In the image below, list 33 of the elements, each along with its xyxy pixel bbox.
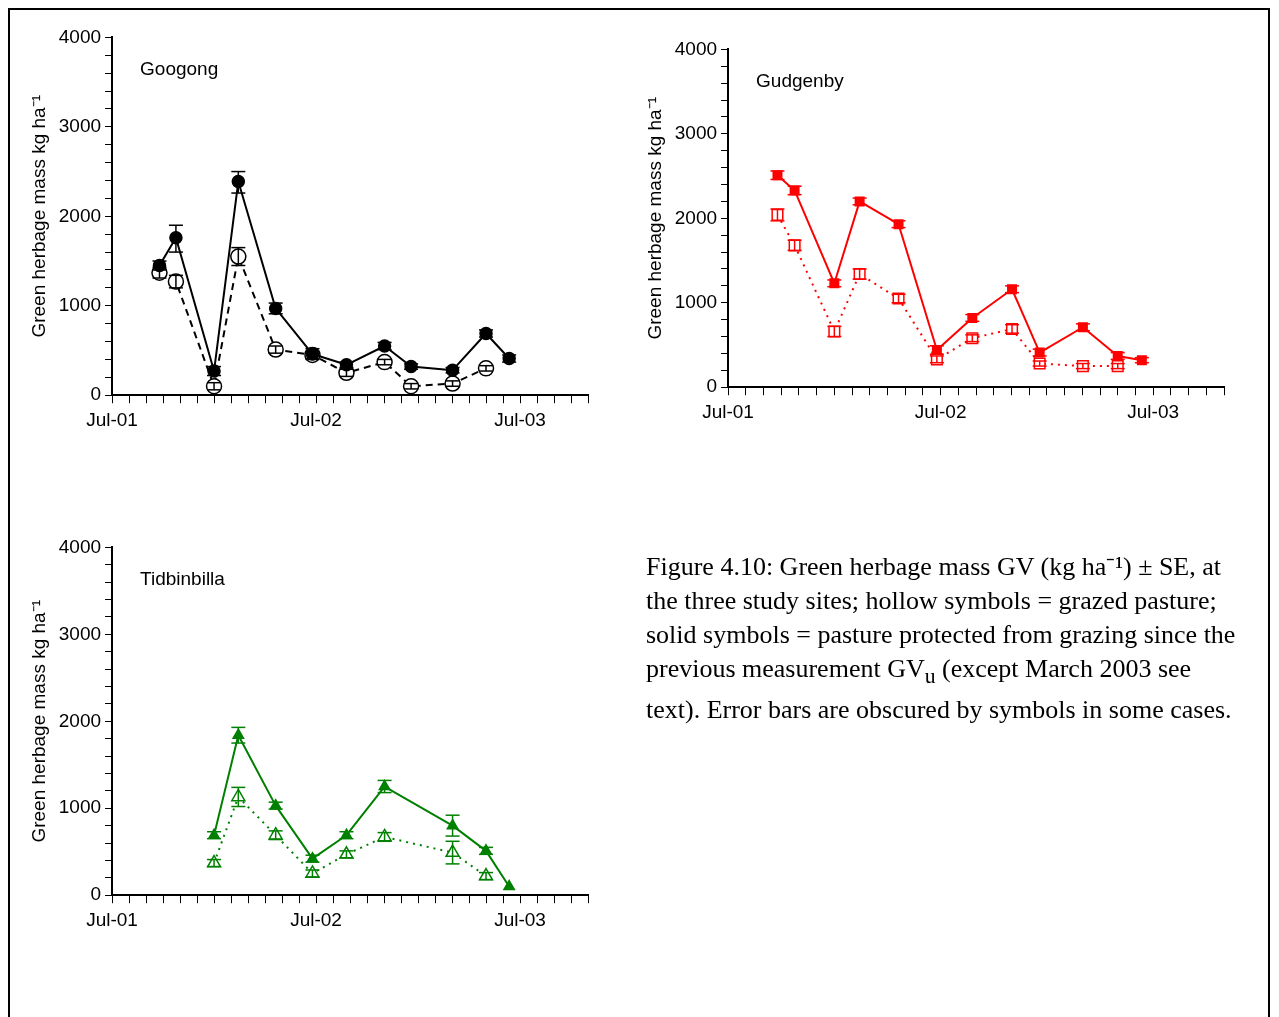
y-tick-label: 4000 [58,535,102,557]
y-axis-title: Green herbage mass kg ha⁻¹ [27,95,49,338]
y-axis-title: Green herbage mass kg ha⁻¹ [27,600,49,843]
x-tick-label: Jul-02 [914,400,967,422]
y-tick-label: 3000 [58,115,102,137]
x-tick-label: Jul-03 [494,908,546,930]
y-tick-label: 0 [90,383,102,405]
caption: Figure 4.10: Green herbage mass GV (kg ha⁻¹) ± SE, at the three study sites; hollow symbols = grazed pasture; solid symbols = pasture protected from grazing since the previous measurement GV$_{u}$ (except March 2003 see text). Error bars are obscured by symbols in some cases. [646,551,1237,727]
x-tick-label: Jul-03 [494,408,546,430]
y-tick-label: 1000 [58,293,102,315]
y-tick-label: 0 [90,883,102,905]
x-tick-label: Jul-03 [1127,400,1180,422]
y-tick-label: 3000 [58,622,102,644]
y-tick-label: 1000 [674,290,718,312]
y-axis-title: Green herbage mass kg ha⁻¹ [643,97,665,340]
text: Gudgenby [756,69,845,91]
point [503,879,516,891]
y-tick-label: 4000 [58,25,102,47]
y-tick-label: 1000 [58,796,102,818]
y-tick-label: 3000 [674,122,718,144]
y-tick-label: 0 [706,375,718,397]
x-tick-label: Jul-02 [290,408,342,430]
x-tick-label: Jul-01 [86,908,138,930]
y-tick-label: 4000 [674,37,718,59]
y-tick-label: 2000 [58,709,102,731]
text: Tidbinbilla [140,567,226,589]
x-tick-label: Jul-01 [702,400,754,422]
point [231,174,246,189]
x-tick-label: Jul-01 [86,408,138,430]
text: Googong [140,57,219,79]
y-tick-label: 2000 [674,206,718,228]
y-tick-label: 2000 [58,204,102,226]
x-tick-label: Jul-02 [290,908,342,930]
